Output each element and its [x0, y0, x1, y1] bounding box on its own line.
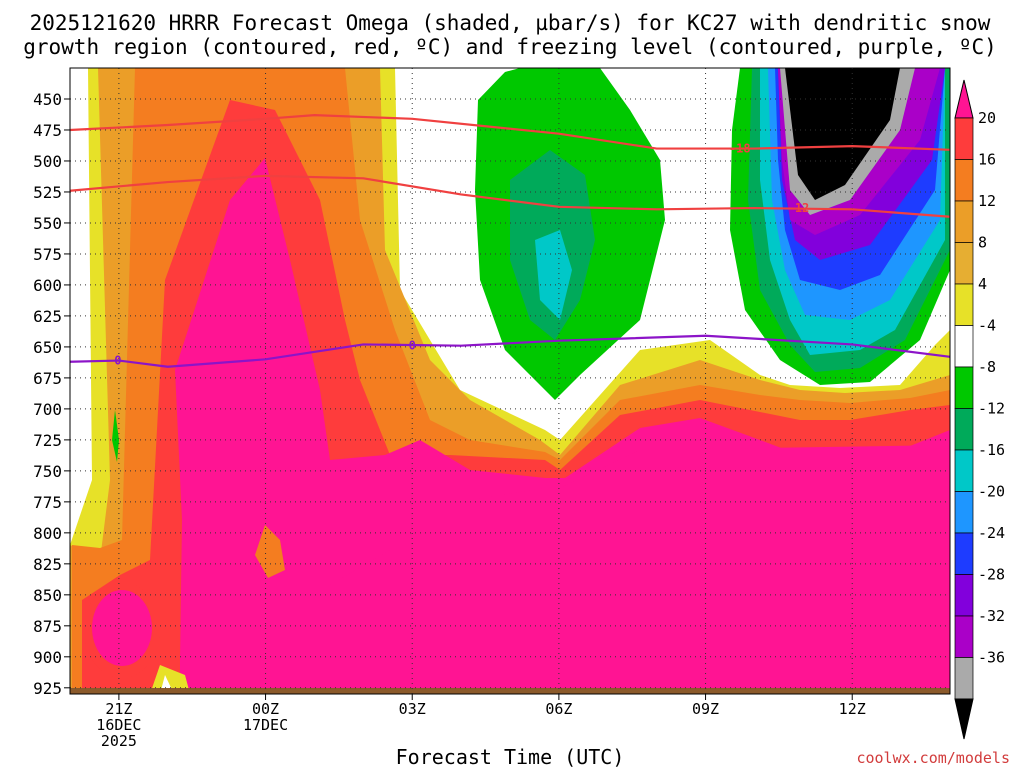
- contour-label: -18: [729, 142, 751, 156]
- colorbar-label: 12: [978, 192, 996, 210]
- y-tick-label: 875: [33, 617, 62, 636]
- x-tick-label: 2025: [101, 732, 137, 750]
- colorbar-label: -32: [978, 607, 1005, 625]
- y-tick-label: 650: [33, 338, 62, 357]
- credit-text: coolwx.com/models: [856, 749, 1010, 767]
- colorbar-label: -16: [978, 441, 1005, 459]
- descent-sliver-21z: [112, 410, 119, 462]
- x-tick-label: 09Z: [692, 700, 719, 718]
- colorbar-segment: [954, 615, 974, 658]
- colorbar-label: 20: [978, 109, 996, 127]
- y-tick-label: 575: [33, 245, 62, 264]
- colorbar-segment: [954, 117, 974, 160]
- contour-freezing-level: [69, 334, 951, 368]
- omega-field: [70, 68, 950, 694]
- contour-label: 0: [409, 339, 416, 353]
- x-tick-label: 12Z: [839, 700, 866, 718]
- contour-label: -12: [788, 201, 810, 215]
- colorbar-label: -12: [978, 400, 1005, 418]
- y-axis: 450 475 500 525 550 575 600 625 650 675 700 725 750 7…: [33, 90, 70, 698]
- y-tick-label: 775: [33, 493, 62, 512]
- colorbar-segment: [954, 242, 974, 285]
- y-tick-label: 525: [33, 183, 62, 202]
- colorbar-label: 4: [978, 275, 987, 293]
- y-tick-label: 625: [33, 307, 62, 326]
- x-axis-label: Forecast Time (UTC): [396, 745, 625, 768]
- colorbar-label: -8: [978, 358, 996, 376]
- y-tick-label: 450: [33, 90, 62, 109]
- colorbar-label: -24: [978, 524, 1005, 542]
- contour-label-left: 0: [114, 354, 121, 368]
- colorbar-segment: [954, 449, 974, 492]
- chart-title-line2: growth region (contoured, red, ºC) and f…: [23, 35, 997, 59]
- plot-frame: [69, 67, 951, 695]
- colorbar-label: -36: [978, 649, 1005, 667]
- contours: -18 -12 0 0: [69, 114, 951, 368]
- colorbar-segment: [954, 491, 974, 534]
- descent-blob-06z-center: [535, 230, 572, 320]
- y-tick-label: 825: [33, 555, 62, 574]
- y-tick-label: 925: [33, 679, 62, 698]
- x-tick-label: 06Z: [545, 700, 572, 718]
- descent-core: [785, 68, 900, 200]
- colorbar-segment: [954, 408, 974, 451]
- y-tick-label: 550: [33, 214, 62, 233]
- colorbar-segment: [954, 200, 974, 243]
- contour-dgz-top: [69, 114, 951, 151]
- y-tick-label: 800: [33, 524, 62, 543]
- ground-strip: [70, 688, 950, 694]
- y-tick-label: 675: [33, 369, 62, 388]
- colorbar-label: -28: [978, 566, 1005, 584]
- orange-blob-lower: [255, 525, 285, 578]
- x-tick-label: 00Z: [252, 700, 279, 718]
- colorbar-segment: [954, 532, 974, 575]
- x-tick-label: 03Z: [399, 700, 426, 718]
- colorbar-label: 8: [978, 234, 987, 252]
- colorbar-cap-top: [954, 79, 974, 119]
- x-tick-label: 17DEC: [243, 716, 288, 734]
- y-tick-label: 475: [33, 121, 62, 140]
- strong-blob-left: [92, 590, 152, 666]
- y-tick-label: 725: [33, 431, 62, 450]
- colorbar-segment: [954, 283, 974, 326]
- colorbar-segment: [954, 657, 974, 700]
- colorbar-label: 16: [978, 151, 996, 169]
- colorbar-segment: [954, 325, 974, 368]
- x-tick-label: 16DEC: [96, 716, 141, 734]
- y-tick-label: 600: [33, 276, 62, 295]
- contour-dgz-bottom: [69, 174, 951, 218]
- y-tick-label: 850: [33, 586, 62, 605]
- y-tick-label: 750: [33, 462, 62, 481]
- grid: [70, 68, 950, 694]
- colorbar-cap-bottom: [954, 698, 974, 740]
- colorbar: 20 16 12 8 4 -4 -8 -12 -16 -20 -24 -28 -32 -36: [954, 79, 1005, 740]
- y-tick-label: 500: [33, 152, 62, 171]
- colorbar-label: -20: [978, 483, 1005, 501]
- y-tick-label: 700: [33, 400, 62, 419]
- omega-core-lower: [300, 445, 950, 694]
- yellow-blob-lower: [150, 665, 190, 694]
- colorbar-label: -4: [978, 317, 996, 335]
- y-tick-label: 900: [33, 648, 62, 667]
- chart-title-line1: 2025121620 HRRR Forecast Omega (shaded, …: [30, 11, 991, 35]
- x-tick-label: 21Z: [105, 700, 132, 718]
- colorbar-segment: [954, 366, 974, 409]
- colorbar-segment: [954, 159, 974, 202]
- colorbar-segment: [954, 574, 974, 617]
